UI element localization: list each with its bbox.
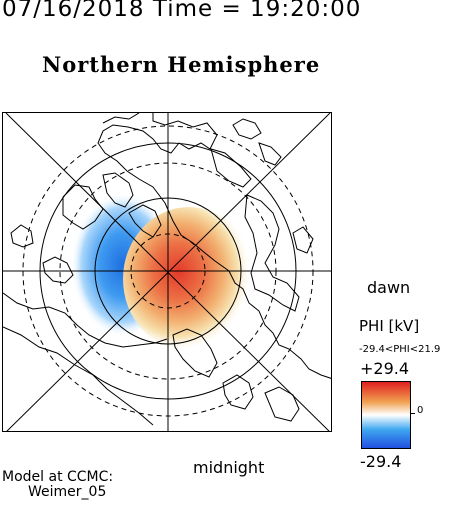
potential-cells — [71, 193, 255, 351]
colorbar-min-label: -29.4 — [360, 452, 402, 471]
colorbar-zero-tick — [410, 413, 415, 414]
colorbar — [361, 381, 411, 449]
plot-title: Northern Hemisphere — [42, 52, 321, 77]
midnight-label: midnight — [193, 458, 265, 477]
meridian-lines — [3, 113, 331, 431]
colorbar-zero-label: 0 — [417, 405, 424, 416]
model-credit: Model at CCMC: Weimer_05 — [2, 470, 113, 500]
colorbar-max-label: +29.4 — [360, 359, 410, 378]
credit-line-2: Weimer_05 — [28, 484, 107, 500]
timestamp: 07/16/2018 Time = 19:20:00 — [2, 0, 362, 22]
positive-potential-cell — [123, 207, 255, 351]
colorbar-title: PHI [kV] — [359, 317, 420, 335]
colorbar-range: -29.4<PHI<21.9 — [359, 344, 441, 355]
coastlines — [3, 113, 331, 426]
dawn-label: dawn — [367, 278, 411, 297]
polar-map — [2, 112, 332, 432]
credit-line-1: Model at CCMC: — [2, 469, 114, 485]
